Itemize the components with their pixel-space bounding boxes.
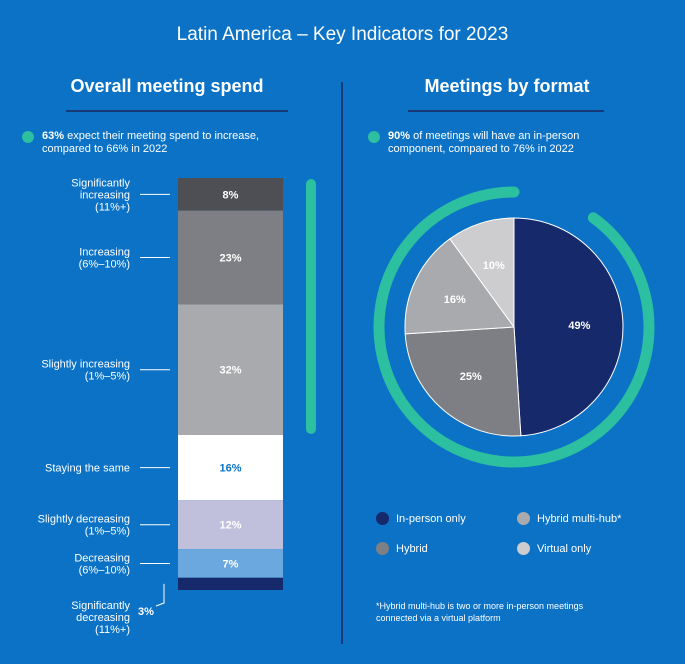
format-note-text: of meetings will have an in-person (410, 130, 580, 142)
pie-ring-arc (373, 186, 655, 468)
bar-category-label: increasing (80, 189, 130, 201)
teal-dot-icon (368, 131, 380, 143)
bar-category-label: Increasing (79, 247, 130, 259)
format-note-line2: component, compared to 76% in 2022 (388, 143, 574, 155)
pie-slice (513, 217, 624, 437)
bar-category-label: (1%–5%) (85, 526, 130, 538)
bar-category-label: Decreasing (74, 552, 130, 564)
pie-value-label: 10% (483, 260, 505, 272)
bar-value-label: 16% (219, 463, 241, 475)
format-section-title: Meetings by format (424, 76, 590, 96)
legend-label: Hybrid multi-hub* (537, 513, 622, 525)
bar-value-label: 3% (138, 606, 154, 618)
bar-category-label: decreasing (76, 612, 130, 624)
format-title-rule (408, 110, 604, 112)
pie-value-label: 25% (460, 371, 482, 383)
section-divider (341, 82, 343, 644)
spend-title-rule (66, 110, 288, 112)
spend-note-percent: 63% (42, 130, 65, 142)
bar-value-label: 8% (223, 189, 239, 201)
bar-segment (178, 210, 283, 305)
pie-slice (404, 238, 515, 335)
bar-value-label: 32% (219, 365, 241, 377)
bar-leader-line (155, 583, 165, 607)
bar-category-label: (6%–10%) (79, 259, 130, 271)
bar-category-label: Slightly decreasing (38, 514, 130, 526)
legend-swatch (376, 512, 389, 525)
pie-value-label: 16% (444, 294, 466, 306)
bar-category-label: (6%–10%) (79, 564, 130, 576)
legend-swatch (376, 542, 389, 555)
bar-category-label: (11%+) (95, 624, 130, 636)
page-title: Latin America – Key Indicators for 2023 (176, 24, 509, 45)
pie-legend: In-person only Hybrid multi-hub* Hybrid … (376, 512, 666, 572)
pie-value-label: 49% (568, 320, 590, 332)
footnote-line2: connected via a virtual platform (376, 613, 501, 623)
bar-segment (178, 434, 283, 501)
bar-segment (178, 304, 283, 435)
footnote-line1: *Hybrid multi-hub is two or more in-pers… (376, 601, 584, 611)
footnote: *Hybrid multi-hub is two or more in-pers… (376, 600, 666, 624)
bar-category-label: Slightly increasing (41, 359, 130, 371)
spend-note-text: expect their meeting spend to increase, (64, 130, 260, 142)
legend-swatch (517, 542, 530, 555)
pie-slice (449, 217, 515, 329)
bar-category-label: Significantly (71, 177, 130, 189)
bar-category-label: Staying the same (45, 463, 130, 475)
legend-swatch (517, 512, 530, 525)
spend-section-title: Overall meeting spend (70, 76, 264, 96)
pie-slice (404, 326, 522, 437)
bar-value-label: 23% (219, 253, 241, 265)
legend-label: In-person only (396, 513, 466, 525)
bar-segment (178, 500, 283, 550)
bar-category-label: Significantly (71, 600, 130, 612)
legend-label: Hybrid (396, 543, 428, 555)
bar-segment (178, 178, 283, 211)
legend-label: Virtual only (537, 543, 592, 555)
bar-segment (178, 549, 283, 578)
bar-category-label: (1%–5%) (85, 371, 130, 383)
spend-note-line2: compared to 66% in 2022 (42, 143, 168, 155)
bar-value-label: 7% (223, 558, 239, 570)
format-note-percent: 90% (388, 130, 411, 142)
bar-value-label: 12% (219, 520, 241, 532)
teal-dot-icon (22, 131, 34, 143)
bar-category-label: (11%+) (95, 201, 130, 213)
bar-segment (178, 577, 283, 590)
